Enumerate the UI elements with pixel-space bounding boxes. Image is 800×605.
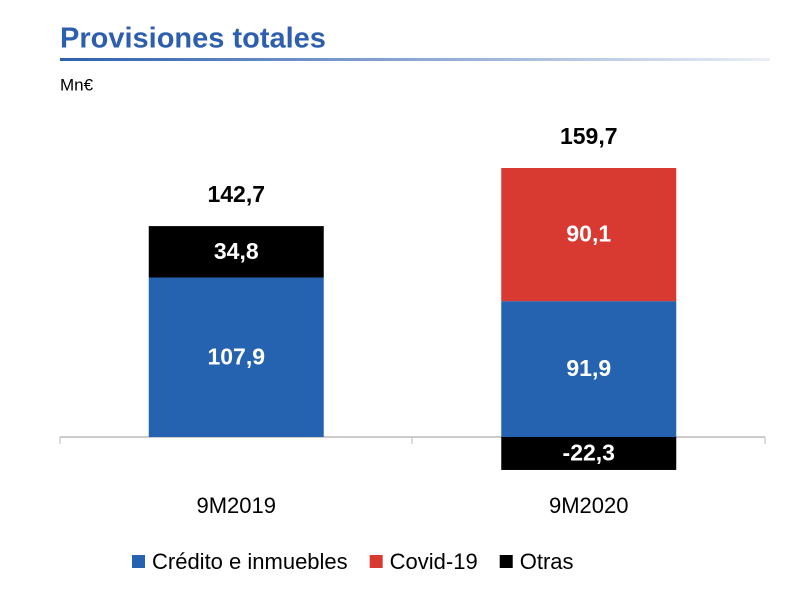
legend-label: Covid-19 bbox=[390, 549, 478, 574]
bar-segment bbox=[148, 226, 324, 278]
value-label: 107,9 bbox=[207, 343, 265, 369]
legend-swatch bbox=[499, 555, 513, 568]
bar-segment bbox=[501, 168, 677, 302]
unit-label: Mn€ bbox=[60, 75, 94, 94]
bar-segment bbox=[148, 277, 324, 437]
legend-label: Crédito e inmuebles bbox=[152, 549, 348, 574]
value-label: -22,3 bbox=[563, 440, 615, 466]
legend-swatch bbox=[132, 555, 145, 568]
total-label: 142,7 bbox=[207, 181, 265, 207]
value-label: 34,8 bbox=[214, 238, 259, 264]
value-label: 90,1 bbox=[566, 221, 611, 247]
x-tick-label: 9M2020 bbox=[549, 493, 629, 518]
title-underline bbox=[60, 58, 770, 61]
value-label: 91,9 bbox=[566, 355, 611, 381]
bar-segment bbox=[501, 437, 677, 470]
x-tick-label: 9M2019 bbox=[196, 493, 276, 518]
chart-title: Provisiones totales bbox=[60, 23, 326, 55]
legend-label: Otras bbox=[520, 549, 574, 574]
legend-swatch bbox=[369, 555, 383, 568]
bar-segment bbox=[501, 301, 677, 437]
total-label: 159,7 bbox=[560, 123, 618, 149]
